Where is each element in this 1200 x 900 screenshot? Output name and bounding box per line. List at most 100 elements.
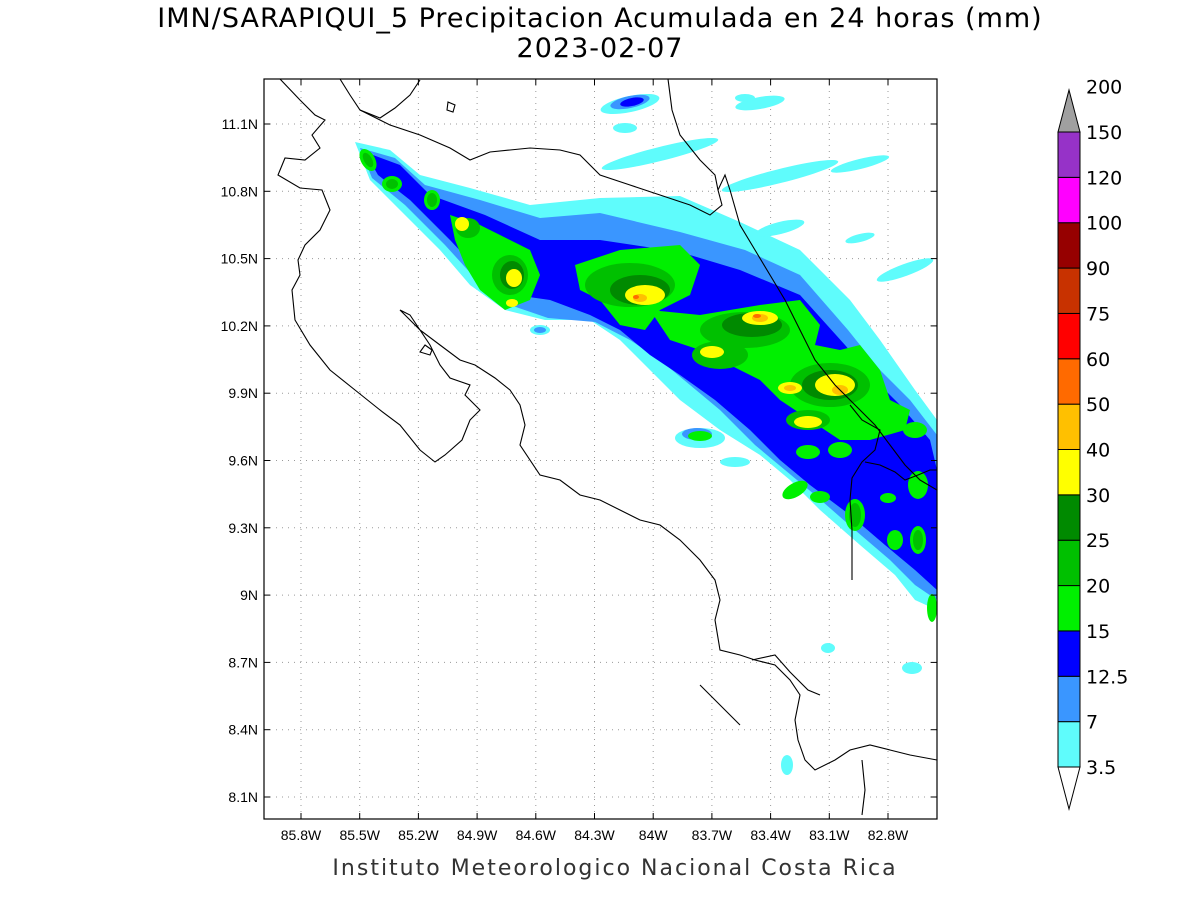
precip-cell bbox=[828, 442, 852, 458]
precip-cell bbox=[784, 385, 796, 391]
precip-cell bbox=[753, 314, 761, 318]
coastline-path bbox=[277, 79, 937, 771]
coastline-path bbox=[359, 109, 731, 216]
precip-cell bbox=[700, 346, 724, 358]
colorbar-box bbox=[1057, 222, 1081, 269]
precip-cell bbox=[625, 285, 665, 305]
y-tick-label: 8.4N bbox=[228, 722, 258, 738]
precip-cell bbox=[386, 179, 398, 189]
precip-cell bbox=[908, 471, 928, 499]
map-frame bbox=[263, 78, 938, 820]
precip-cell bbox=[887, 530, 903, 550]
colorbar-label: 150 bbox=[1086, 122, 1122, 144]
y-tick-label: 9.9N bbox=[228, 385, 258, 401]
coastline-path bbox=[419, 344, 433, 356]
y-tick-label: 9.6N bbox=[228, 453, 258, 469]
colorbar-label: 12.5 bbox=[1086, 666, 1128, 688]
precip-cell bbox=[721, 159, 839, 193]
colorbar-label: 25 bbox=[1086, 530, 1110, 552]
precip-cell bbox=[455, 217, 469, 231]
map-date: 2023-02-07 bbox=[516, 33, 684, 64]
colorbar-box bbox=[1057, 539, 1081, 587]
x-tick-label: 83.7W bbox=[692, 827, 733, 843]
map-title: IMN/SARAPIQUI_5 Precipitacion Acumulada … bbox=[157, 3, 1043, 34]
precip-cell bbox=[810, 491, 830, 503]
precip-cell bbox=[927, 594, 937, 622]
x-tick-label: 84W bbox=[639, 827, 669, 843]
colorbar-label: 75 bbox=[1086, 303, 1110, 325]
precip-cell bbox=[601, 137, 719, 171]
footer-credit: Instituto Meteorologico Nacional Costa R… bbox=[332, 856, 898, 881]
colorbar-box bbox=[1057, 675, 1081, 723]
x-axis: 85.8W 85.5W 85.2W 84.9W 84.6W 84.3W 84W 83.7W 83… bbox=[281, 79, 909, 843]
coastline-path bbox=[849, 404, 881, 580]
colorbar-label: 120 bbox=[1086, 167, 1122, 189]
precip-cell bbox=[506, 299, 518, 307]
x-tick-label: 83.1W bbox=[809, 827, 850, 843]
x-tick-label: 83.4W bbox=[750, 827, 791, 843]
precip-cell bbox=[781, 755, 793, 775]
precip-cell bbox=[903, 422, 927, 438]
precipitation-field bbox=[355, 93, 937, 775]
precip-cell bbox=[688, 431, 712, 441]
coastline-path bbox=[446, 101, 456, 113]
precip-cell bbox=[620, 97, 644, 107]
precip-cell bbox=[735, 95, 785, 111]
colorbar-box bbox=[1057, 312, 1081, 360]
colorbar-label: 7 bbox=[1086, 712, 1098, 734]
colorbar-label: 100 bbox=[1086, 213, 1122, 235]
coastline-path bbox=[751, 654, 821, 696]
colorbar-box bbox=[1057, 403, 1081, 450]
x-tick-label: 84.6W bbox=[516, 827, 557, 843]
colorbar-label: 60 bbox=[1086, 349, 1110, 371]
y-tick-label: 11.1N bbox=[222, 116, 258, 132]
colorbar-label: 200 bbox=[1086, 77, 1122, 99]
colorbar-box bbox=[1057, 176, 1081, 224]
colorbar-box bbox=[1057, 494, 1081, 541]
colorbar: 3.5 7 12.5 15 20 25 30 40 50 60 75 90 100 120 150 200 bbox=[1057, 77, 1128, 811]
coastline-path bbox=[667, 79, 719, 191]
colorbar-label: 40 bbox=[1086, 440, 1110, 462]
precip-cell bbox=[427, 193, 437, 207]
precip-cell bbox=[613, 123, 637, 133]
precip-cell bbox=[849, 503, 861, 527]
y-tick-label: 10.5N bbox=[221, 251, 258, 267]
coastline-path bbox=[729, 189, 937, 491]
y-tick-label: 9.3N bbox=[228, 520, 258, 536]
precip-cell bbox=[735, 94, 755, 102]
precip-cell bbox=[880, 493, 896, 503]
y-tick-label: 8.1N bbox=[228, 789, 258, 805]
precip-cell bbox=[534, 327, 546, 333]
colorbar-label: 20 bbox=[1086, 576, 1110, 598]
colorbar-box bbox=[1057, 449, 1081, 496]
y-axis: 11.1N 10.8N 10.5N 10.2N 9.9N 9.6N 9.3N 9N 8.7N 8.… bbox=[221, 116, 937, 805]
precip-cell bbox=[876, 258, 934, 282]
x-tick-label: 85.5W bbox=[339, 827, 380, 843]
y-tick-label: 10.8N bbox=[221, 183, 258, 199]
precip-cell bbox=[362, 152, 374, 168]
precip-cell bbox=[782, 480, 808, 500]
colorbar-box bbox=[1057, 630, 1081, 677]
precip-cell bbox=[845, 232, 875, 244]
colorbar-box bbox=[1057, 721, 1081, 768]
coastline-borders bbox=[277, 79, 937, 816]
precip-cell bbox=[720, 457, 750, 467]
colorbar-label: 90 bbox=[1086, 258, 1110, 280]
y-tick-label: 9N bbox=[240, 587, 258, 603]
y-tick-label: 10.2N bbox=[221, 318, 258, 334]
x-tick-label: 84.3W bbox=[574, 827, 615, 843]
precip-cell bbox=[902, 662, 922, 674]
precip-cell bbox=[913, 530, 923, 550]
coastline-path bbox=[861, 759, 866, 816]
x-tick-label: 85.8W bbox=[281, 827, 322, 843]
precip-cell bbox=[821, 643, 835, 653]
colorbar-upper-triangle bbox=[1057, 88, 1081, 133]
x-tick-label: 85.2W bbox=[398, 827, 439, 843]
colorbar-label: 50 bbox=[1086, 394, 1110, 416]
y-tick-label: 8.7N bbox=[228, 654, 258, 670]
colorbar-box bbox=[1057, 585, 1081, 632]
colorbar-label: 3.5 bbox=[1086, 757, 1116, 779]
precip-cell bbox=[796, 445, 820, 459]
coastline-path bbox=[864, 461, 937, 481]
